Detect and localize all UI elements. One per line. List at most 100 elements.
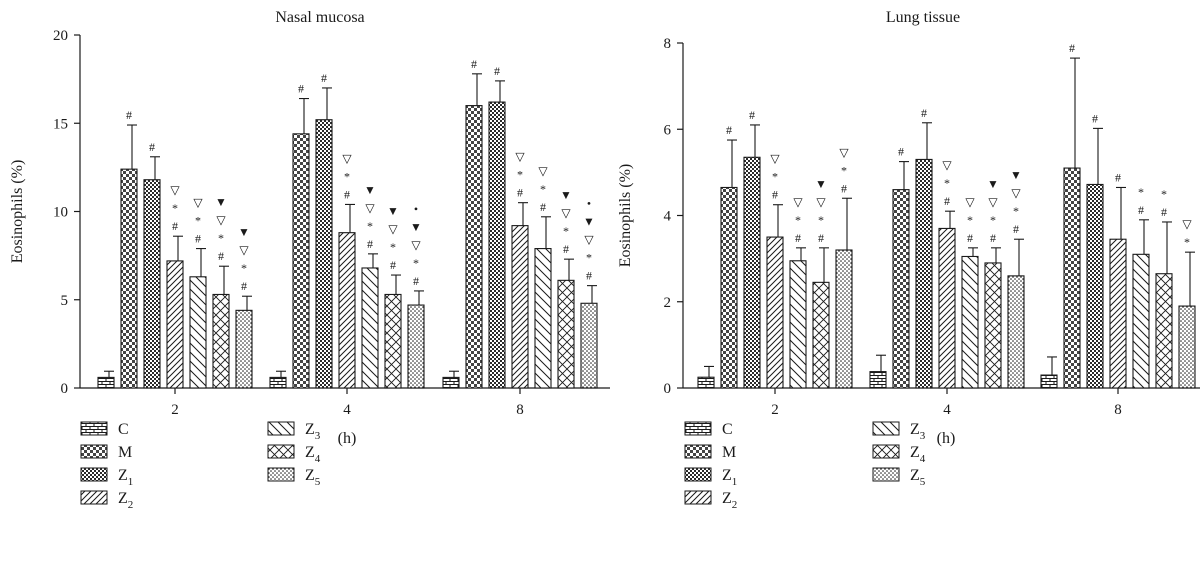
significance-mark: * [967, 213, 973, 227]
significance-mark: # [967, 231, 973, 245]
chart-panel-2: Lung tissue 0 2 4 6 8 Eosinophils (%) 2 4 8 (h) # # #… [617, 9, 1200, 511]
significance-mark: ▼ [987, 177, 999, 191]
y-tick-label: 2 [664, 295, 672, 311]
significance-mark: # [517, 186, 523, 200]
significance-mark: # [726, 123, 732, 137]
significance-mark: * [1013, 204, 1019, 218]
significance-mark: # [218, 249, 224, 263]
significance-mark: * [818, 213, 824, 227]
significance-mark: * [795, 213, 801, 227]
significance-mark: ▼ [1010, 168, 1022, 182]
legend-swatch-Z2 [684, 490, 712, 505]
significance-mark: ▽ [538, 164, 548, 178]
chart-panel-1: Nasal mucosa 0 5 10 15 20 Eosinophils (%) 2 4 8 (h… [9, 9, 610, 511]
bar-C-2h [697, 376, 715, 389]
significance-mark: ▼ [583, 215, 595, 229]
significance-mark: * [1138, 185, 1144, 199]
legend-label-Z2: Z2 [722, 490, 737, 511]
significance-mark: ▽ [770, 152, 780, 166]
bar-Z2-8h [1109, 238, 1127, 389]
legend-swatch-M [80, 444, 108, 459]
legend-swatch-Z1 [80, 467, 108, 482]
significance-mark: ▽ [365, 201, 375, 215]
bar-M-8h [1063, 167, 1081, 389]
significance-mark: # [321, 71, 327, 85]
chart-title: Lung tissue [886, 9, 960, 26]
bar-Z2-2h [166, 260, 184, 389]
significance-mark: # [563, 242, 569, 256]
bar-Z2-4h [938, 227, 956, 389]
bar-Z5-2h [835, 249, 853, 389]
significance-mark: * [390, 240, 396, 254]
significance-mark: # [241, 279, 247, 293]
significance-mark: # [1161, 205, 1167, 219]
significance-mark: • [587, 197, 591, 211]
significance-mark: * [563, 224, 569, 238]
bar-Z3-8h [1132, 253, 1150, 389]
significance-mark: # [818, 231, 824, 245]
significance-mark: # [586, 269, 592, 283]
significance-mark: # [795, 231, 801, 245]
significance-mark: ▼ [387, 204, 399, 218]
bar-Z3-2h [789, 260, 807, 389]
significance-mark: * [195, 214, 201, 228]
significance-mark: # [540, 200, 546, 214]
x-tick-label: 8 [1114, 402, 1122, 418]
bar-Z1-8h [1086, 183, 1104, 389]
bar-M-4h [292, 133, 310, 389]
significance-mark: ▼ [815, 177, 827, 191]
significance-mark: * [218, 231, 224, 245]
significance-mark: # [172, 219, 178, 233]
legend-swatch-Z4 [872, 444, 900, 459]
significance-mark: * [1184, 235, 1190, 249]
significance-mark: * [172, 201, 178, 215]
significance-mark: # [367, 237, 373, 251]
y-axis-label: Eosinophils (%) [617, 164, 634, 268]
significance-mark: ▽ [561, 206, 571, 220]
bar-Z4-4h [984, 262, 1002, 389]
bar-C-4h [869, 371, 887, 389]
significance-mark: ▽ [411, 238, 421, 252]
bar-Z4-2h [212, 293, 230, 389]
significance-mark: # [841, 181, 847, 195]
legend-label-M: M [118, 444, 132, 461]
bar-Z2-8h [511, 225, 529, 389]
bar-Z3-4h [361, 267, 379, 389]
y-tick-label: 8 [664, 36, 672, 52]
significance-mark: * [841, 163, 847, 177]
legend-label-Z4: Z4 [305, 444, 321, 465]
x-axis-label: (h) [338, 430, 357, 447]
significance-mark: ▽ [388, 222, 398, 236]
legend-label-Z3: Z3 [910, 421, 926, 442]
legend-label-C: C [118, 421, 129, 438]
chart-title: Nasal mucosa [275, 9, 364, 26]
significance-mark: ▽ [216, 213, 226, 227]
significance-mark: # [1138, 203, 1144, 217]
significance-mark: ▽ [584, 233, 594, 247]
bar-Z4-4h [384, 293, 402, 389]
significance-mark: ▼ [364, 183, 376, 197]
legend-swatch-Z3 [267, 421, 295, 436]
x-axis-label: (h) [937, 430, 956, 447]
legend-swatch-Z3 [872, 421, 900, 436]
legend-label-M: M [722, 444, 736, 461]
significance-mark: * [367, 219, 373, 233]
bar-C-8h [442, 376, 460, 389]
legend-label-Z1: Z1 [722, 467, 737, 488]
x-tick-label: 4 [943, 402, 951, 418]
significance-mark: ▽ [816, 195, 826, 209]
bar-Z1-2h [143, 179, 161, 389]
bar-Z5-4h [1007, 275, 1025, 389]
significance-mark: # [195, 232, 201, 246]
bar-M-2h [120, 168, 138, 389]
y-tick-label: 5 [61, 293, 69, 309]
significance-mark: # [298, 82, 304, 96]
y-tick-label: 10 [53, 205, 68, 221]
bar-Z1-4h [315, 119, 333, 389]
significance-mark: # [990, 231, 996, 245]
bar-Z5-4h [407, 304, 425, 389]
significance-mark: ▽ [988, 195, 998, 209]
legend-swatch-C [80, 421, 108, 436]
significance-mark: ▽ [1182, 217, 1192, 231]
